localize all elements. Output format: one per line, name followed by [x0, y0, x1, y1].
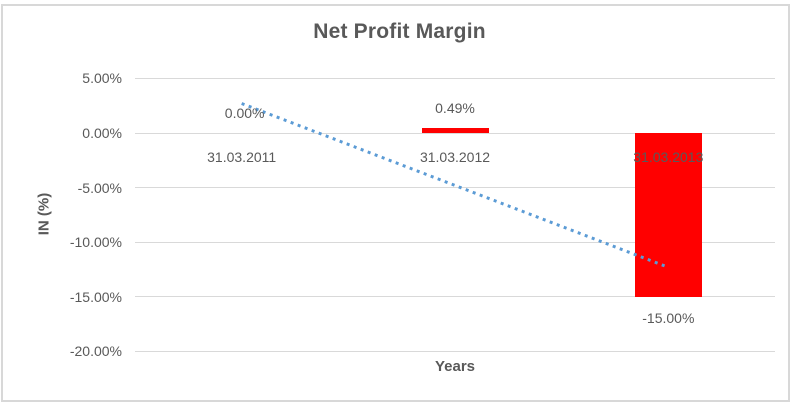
gridline [135, 77, 775, 79]
bar-31.03.2012 [421, 127, 489, 133]
y-axis-tick-label: 5.00% [82, 70, 122, 87]
chart-title: Net Profit Margin [313, 20, 486, 43]
gridline [135, 296, 775, 298]
x-axis-title: Years [434, 358, 476, 375]
y-axis-tick-label: -5.00% [77, 179, 122, 196]
data-label: 0.49% [435, 99, 475, 116]
data-label: 0.00% [224, 105, 265, 121]
x-axis-category-label: 31.03.2011 [207, 149, 277, 165]
gridline [135, 350, 775, 352]
y-axis-title: IN (%) [35, 192, 53, 236]
y-axis-tick-label: -20.00% [69, 343, 122, 360]
data-label: -15.00% [642, 309, 695, 326]
y-axis-tick-label: 0.00% [82, 125, 122, 141]
y-axis-tick-label: -10.00% [69, 234, 122, 251]
x-axis-category-label: 31.03.2013 [633, 149, 704, 165]
x-axis-category-label: 31.03.2012 [419, 149, 491, 165]
y-axis-tick-label: -15.00% [69, 288, 122, 305]
